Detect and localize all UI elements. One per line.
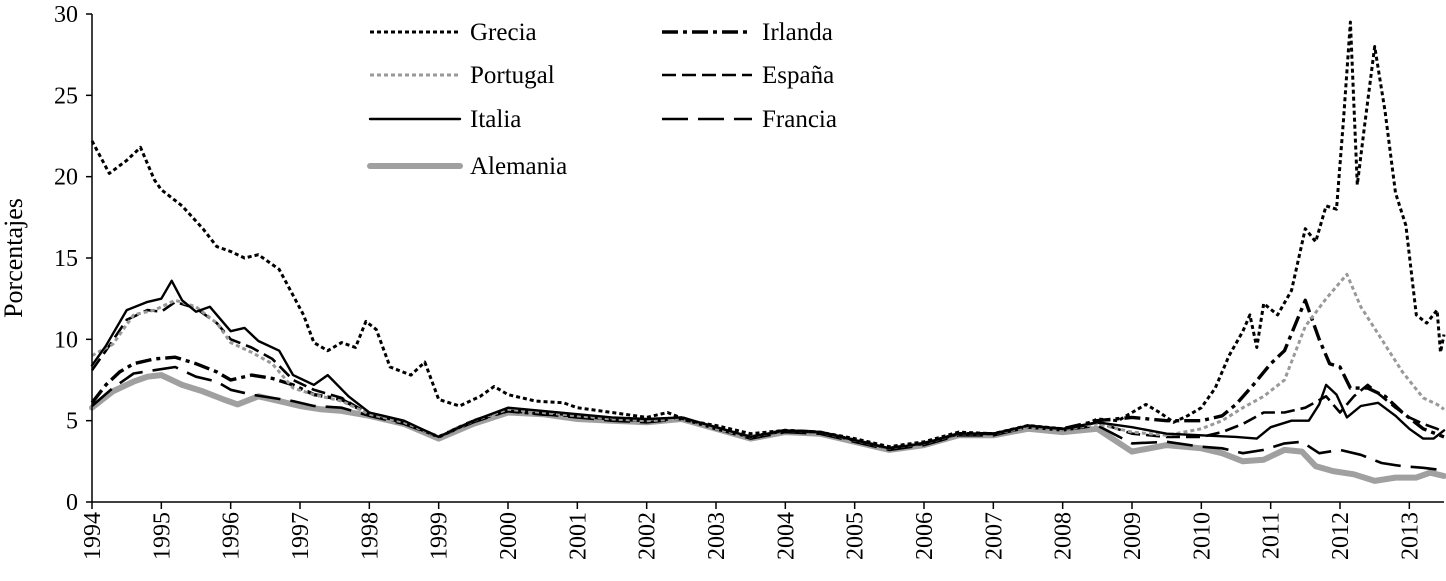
legend-label-portugal: Portugal	[470, 62, 555, 89]
series-line-grecia	[90, 20, 1446, 449]
x-tick-label: 2012	[1328, 512, 1354, 560]
x-tick-label: 2003	[704, 512, 730, 560]
y-tick-label: 5	[66, 409, 78, 435]
y-axis-title: Porcentajes	[0, 198, 28, 318]
y-tick-label: 15	[54, 246, 78, 272]
y-tick-label: 20	[54, 165, 78, 191]
x-tick-label: 1999	[427, 512, 453, 560]
y-tick-label: 25	[54, 83, 78, 109]
series-line-alemania	[89, 372, 1446, 484]
x-tick-label: 1998	[357, 512, 383, 560]
x-tick-label: 1995	[149, 512, 175, 560]
series-line-irlanda	[90, 298, 1445, 450]
x-tick-label: 2007	[981, 512, 1007, 560]
x-tick-label: 2000	[496, 512, 522, 560]
axes-layer: 0 5 10 15 20 25 30 1994 1995 1996 1997 1998 1999 2000…	[54, 2, 1444, 560]
legend-label-italia: Italia	[470, 106, 521, 133]
y-tick-label: 0	[66, 490, 78, 516]
x-tick-label: 2008	[1051, 512, 1077, 560]
series-layer	[89, 20, 1446, 484]
legend-label-grecia: Grecia	[470, 19, 537, 46]
series-line-italia	[90, 279, 1446, 450]
x-tick-label: 1994	[80, 512, 106, 560]
legend-label-alemania: Alemania	[470, 153, 567, 180]
legend-label-irlanda: Irlanda	[762, 19, 833, 46]
x-tick-label: 1996	[219, 512, 245, 560]
x-tick-label: 2004	[773, 512, 799, 560]
x-tick-label: 2002	[635, 512, 661, 560]
legend: Grecia Irlanda Portugal España Italia Francia…	[367, 19, 837, 180]
series-line-francia	[91, 365, 1445, 471]
y-tick-label: 30	[54, 2, 78, 28]
x-tick-label: 2009	[1120, 512, 1146, 560]
x-tick-label: 2010	[1189, 512, 1215, 560]
x-tick-label: 2006	[912, 512, 938, 560]
x-tick-label: 1997	[288, 512, 314, 560]
legend-label-francia: Francia	[762, 106, 837, 133]
x-tick-label: 2013	[1397, 512, 1423, 560]
legend-label-espana: España	[762, 62, 834, 89]
y-tick-label: 10	[54, 327, 78, 353]
x-tick-label: 2001	[565, 512, 591, 560]
x-tick-label: 2011	[1259, 512, 1285, 559]
x-tick-label: 2005	[843, 512, 869, 560]
